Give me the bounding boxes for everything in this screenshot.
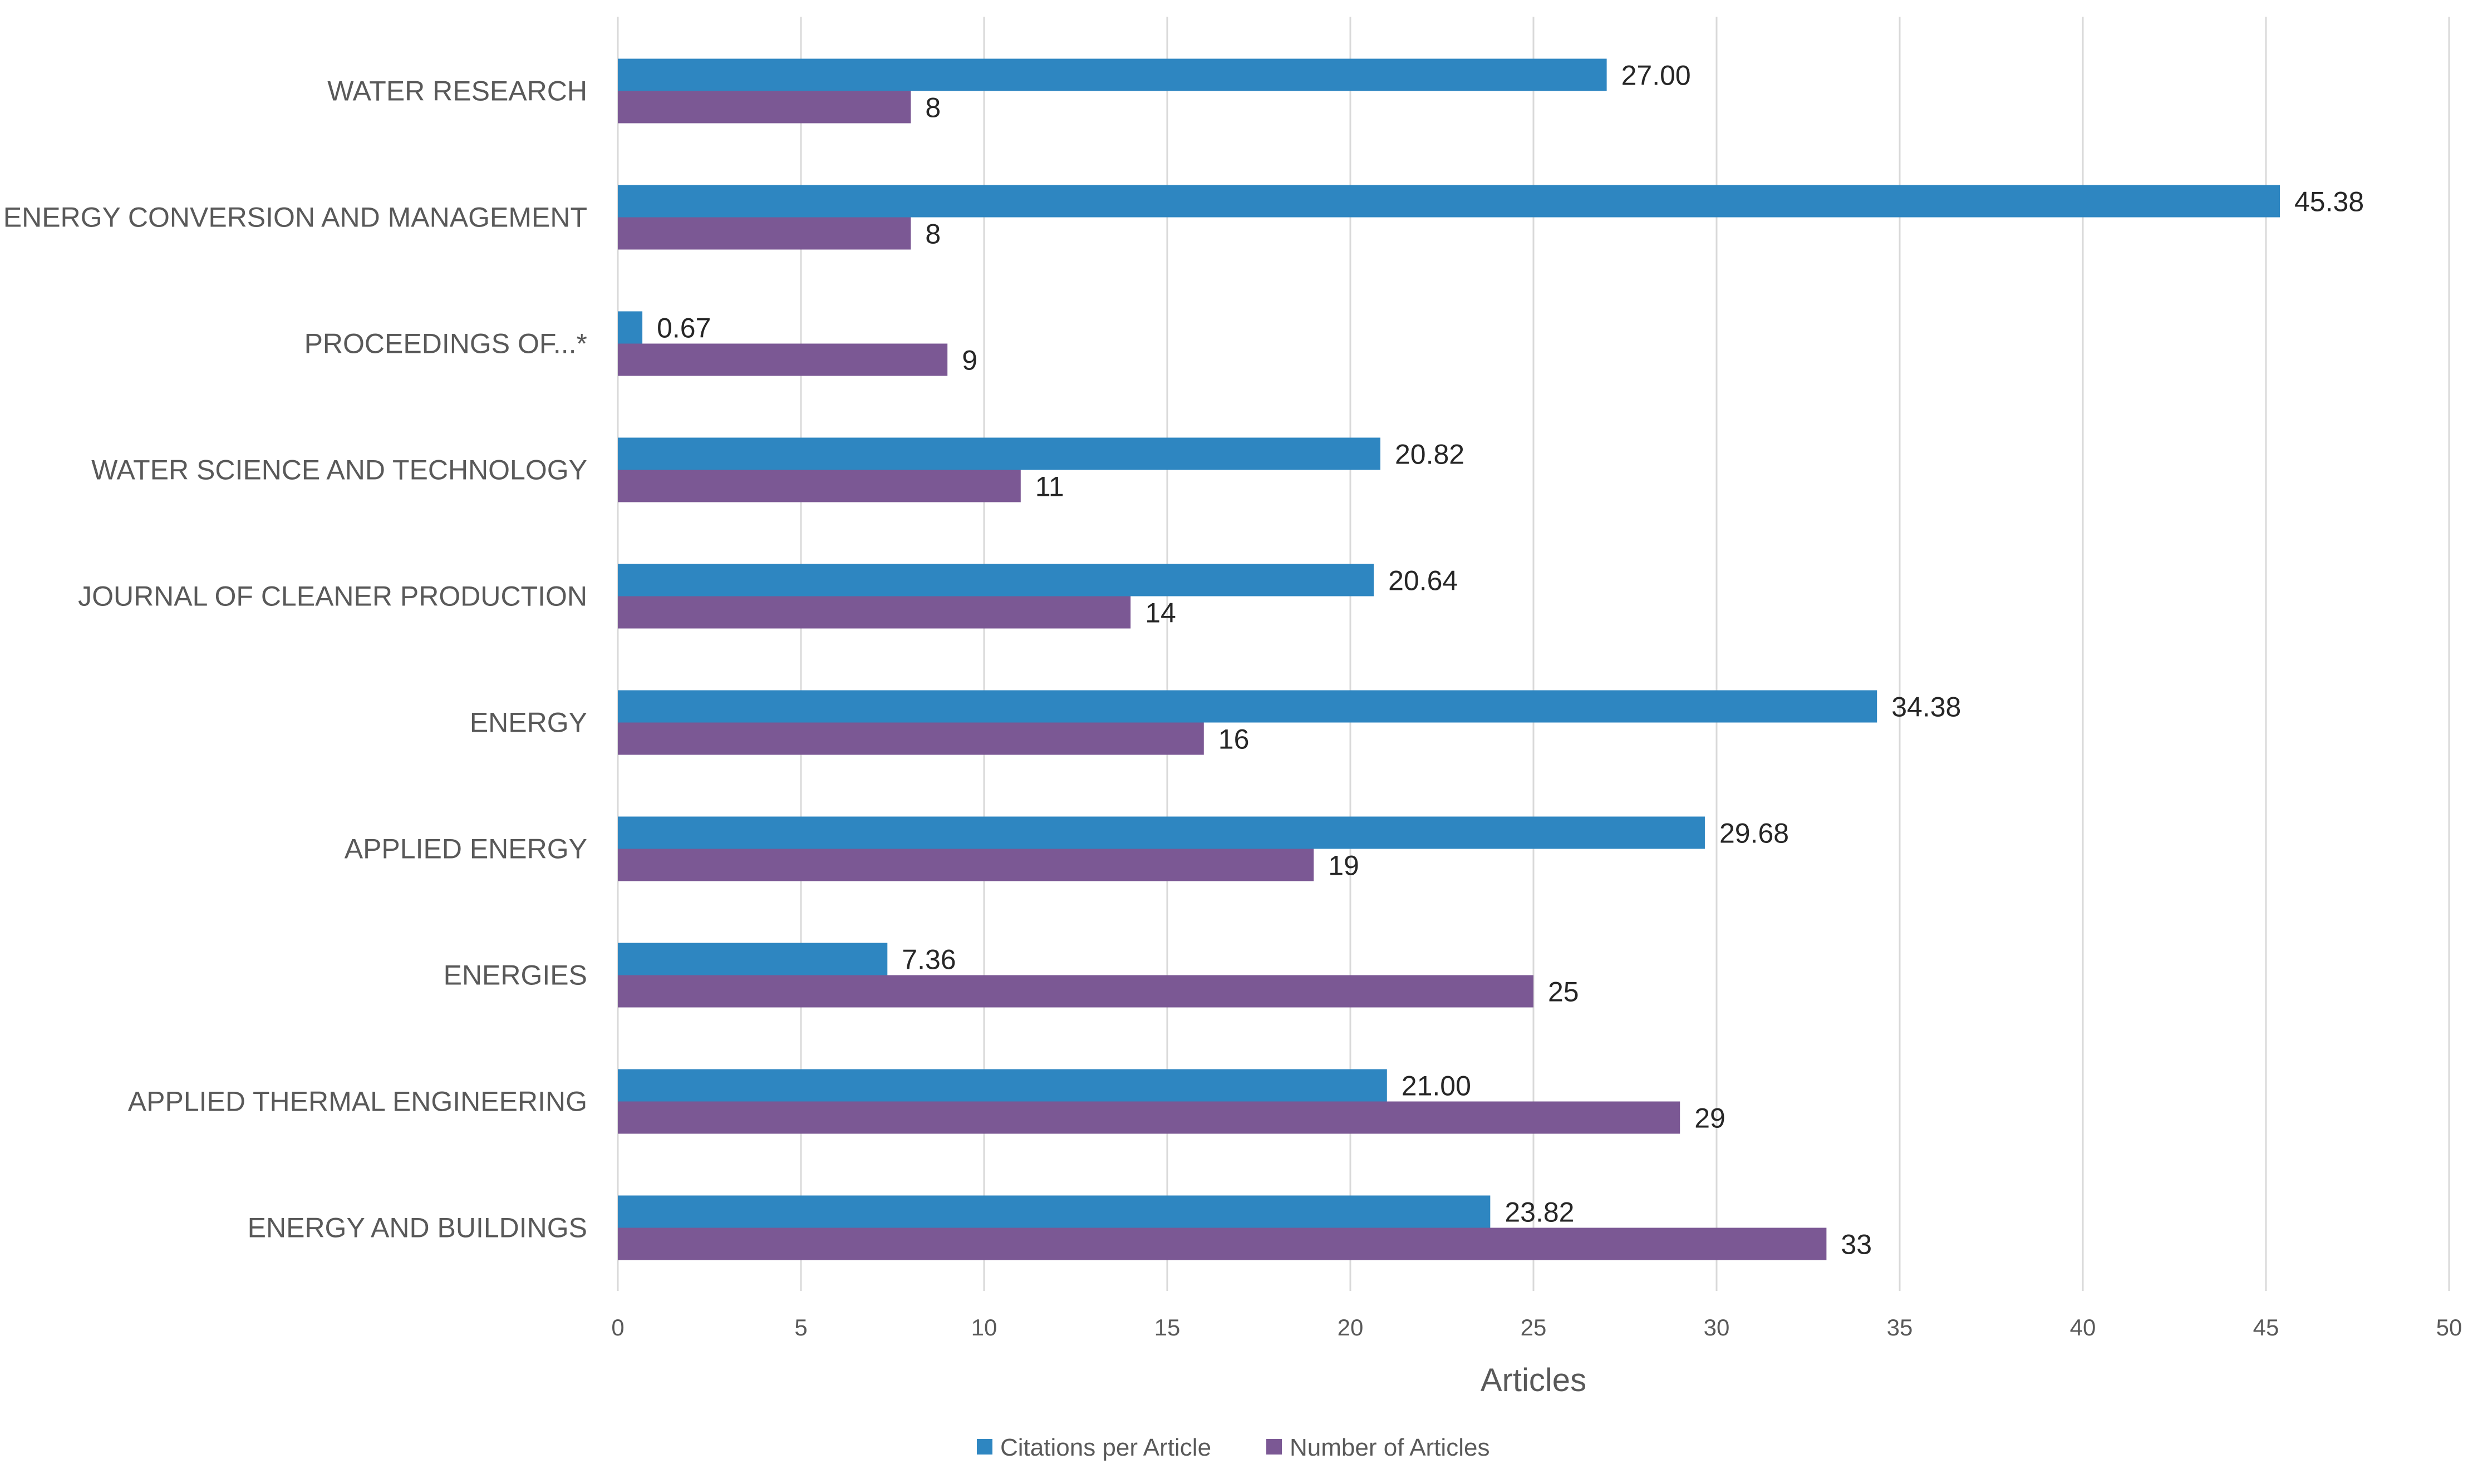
bar-number-of-articles <box>618 343 948 376</box>
bar-number-of-articles <box>618 470 1021 502</box>
category-label: WATER RESEARCH <box>327 76 587 107</box>
x-tick-label: 0 <box>611 1314 624 1340</box>
data-label: 33 <box>1841 1229 1872 1260</box>
x-tick-labels: 0 5 10 15 20 25 30 35 40 45 50 <box>611 1314 2462 1340</box>
bar-citations-per-article <box>618 564 1374 596</box>
category-label: ENERGY <box>470 707 587 738</box>
legend-label-citations-per-article: Citations per Article <box>1000 1434 1211 1461</box>
data-label: 20.64 <box>1388 565 1458 596</box>
legend-swatch-citations-per-article <box>977 1439 992 1455</box>
category-label: PROCEEDINGS OF...* <box>304 328 587 359</box>
data-labels: 27.00 8 45.38 8 0.67 9 20.82 11 20.64 14 34.38 16 29… <box>657 60 2364 1260</box>
bar-citations-per-article <box>618 1069 1387 1102</box>
data-label: 8 <box>925 219 941 250</box>
bar-number-of-articles <box>618 217 911 250</box>
bar-citations-per-article <box>618 58 1607 91</box>
data-label: 25 <box>1548 977 1579 1008</box>
category-label: ENERGIES <box>444 960 587 991</box>
data-label: 34.38 <box>1891 692 1961 723</box>
bar-number-of-articles <box>618 1227 1827 1260</box>
x-tick-label: 10 <box>971 1314 997 1340</box>
legend-label-number-of-articles: Number of Articles <box>1290 1434 1489 1461</box>
x-tick-label: 30 <box>1704 1314 1730 1340</box>
data-label: 16 <box>1218 724 1250 755</box>
category-label: ENERGY CONVERSION AND MANAGEMENT <box>3 202 587 233</box>
bar-number-of-articles <box>618 849 1314 881</box>
data-label: 0.67 <box>657 313 711 344</box>
x-tick-label: 35 <box>1887 1314 1913 1340</box>
data-label: 29 <box>1694 1103 1725 1134</box>
x-tick-label: 20 <box>1338 1314 1364 1340</box>
bar-citations-per-article <box>618 816 1705 849</box>
category-label: APPLIED ENERGY <box>345 834 587 865</box>
x-tick-label: 50 <box>2436 1314 2462 1340</box>
legend: Citations per Article Number of Articles <box>977 1434 1489 1461</box>
bar-number-of-articles <box>618 91 911 124</box>
data-label: 45.38 <box>2294 186 2364 218</box>
x-tick-label: 5 <box>794 1314 807 1340</box>
x-tick-label: 15 <box>1154 1314 1181 1340</box>
data-label: 14 <box>1145 598 1176 629</box>
data-label: 9 <box>962 345 977 376</box>
x-tick-label: 40 <box>2070 1314 2096 1340</box>
category-label: ENERGY AND BUILDINGS <box>248 1212 587 1244</box>
bar-citations-per-article <box>618 437 1380 470</box>
x-axis-title: Articles <box>1481 1362 1586 1398</box>
data-label: 7.36 <box>902 944 956 975</box>
data-label: 8 <box>925 92 941 124</box>
x-tick-label: 25 <box>1521 1314 1547 1340</box>
bar-number-of-articles <box>618 1101 1680 1134</box>
data-label: 29.68 <box>1719 818 1789 849</box>
category-label: JOURNAL OF CLEANER PRODUCTION <box>78 581 587 612</box>
bar-citations-per-article <box>618 690 1877 723</box>
bar-citations-per-article <box>618 185 2280 218</box>
bars <box>618 58 2280 1260</box>
bar-citations-per-article <box>618 943 888 975</box>
legend-swatch-number-of-articles <box>1266 1439 1282 1455</box>
category-labels: WATER RESEARCH ENERGY CONVERSION AND MANA… <box>3 76 587 1244</box>
bar-citations-per-article <box>618 1195 1491 1228</box>
bar-number-of-articles <box>618 975 1533 1008</box>
bar-number-of-articles <box>618 596 1131 629</box>
data-label: 19 <box>1328 850 1359 881</box>
category-label: APPLIED THERMAL ENGINEERING <box>128 1086 587 1117</box>
bar-number-of-articles <box>618 722 1204 755</box>
data-label: 21.00 <box>1402 1071 1471 1102</box>
data-label: 27.00 <box>1621 60 1691 91</box>
bar-citations-per-article <box>618 311 643 344</box>
data-label: 20.82 <box>1395 439 1464 470</box>
category-label: WATER SCIENCE AND TECHNOLOGY <box>91 455 587 486</box>
x-tick-label: 45 <box>2253 1314 2279 1340</box>
data-label: 23.82 <box>1505 1197 1574 1228</box>
data-label: 11 <box>1035 471 1064 502</box>
